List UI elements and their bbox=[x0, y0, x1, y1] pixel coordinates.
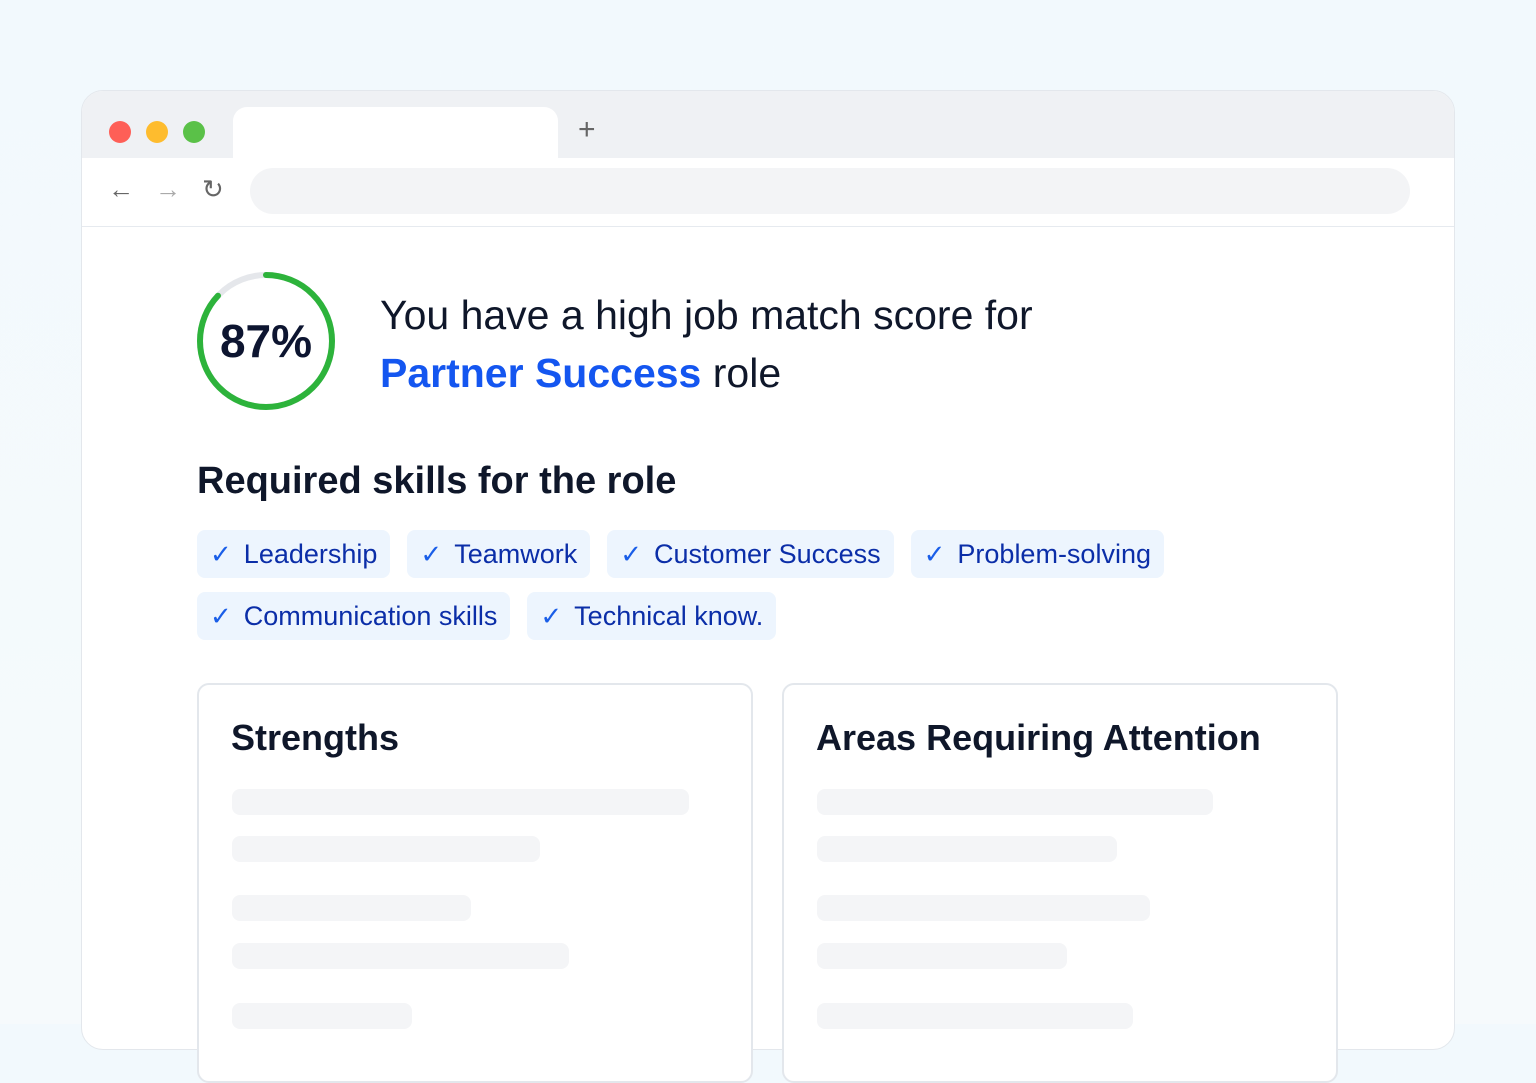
address-bar[interactable] bbox=[250, 168, 1410, 214]
maximize-window-button[interactable] bbox=[183, 121, 205, 143]
match-score-value: 87% bbox=[219, 315, 313, 367]
close-window-button[interactable] bbox=[109, 121, 131, 143]
check-icon: ✓ bbox=[210, 538, 232, 569]
check-icon: ✓ bbox=[923, 538, 946, 569]
skill-label: Leadership bbox=[243, 538, 378, 569]
reload-icon[interactable]: ↻ bbox=[202, 174, 224, 204]
skeleton-line bbox=[817, 1003, 1133, 1029]
role-name: Partner Success bbox=[380, 350, 702, 396]
strengths-card: Strengths bbox=[197, 683, 753, 1083]
role-suffix: role bbox=[712, 350, 782, 396]
skeleton-line bbox=[817, 895, 1150, 921]
skill-chip: ✓ Technical know. bbox=[527, 592, 777, 640]
attention-card: Areas Requiring Attention bbox=[782, 683, 1338, 1083]
check-icon: ✓ bbox=[420, 538, 443, 569]
skill-chip: ✓ Communication skills bbox=[197, 592, 511, 640]
skeleton-line bbox=[817, 789, 1213, 815]
skill-label: Problem-solving bbox=[957, 538, 1151, 569]
new-tab-button[interactable]: + bbox=[578, 113, 596, 146]
skeleton-line bbox=[817, 943, 1067, 969]
match-score-ring bbox=[197, 272, 335, 410]
browser-tab[interactable] bbox=[233, 107, 558, 159]
tab-bar: + bbox=[82, 91, 1454, 159]
skill-chip: ✓ Customer Success bbox=[607, 530, 894, 578]
skills-title: Required skills for the role bbox=[197, 460, 677, 502]
check-icon: ✓ bbox=[210, 600, 232, 631]
check-icon: ✓ bbox=[620, 538, 643, 569]
skeleton-line bbox=[232, 789, 689, 815]
skeleton-line bbox=[232, 836, 540, 862]
skeleton-line bbox=[232, 943, 569, 969]
skill-chip: ✓ Leadership bbox=[197, 530, 391, 578]
skills-list: ✓ Leadership ✓ Teamwork ✓ Customer Success ✓ Pr… bbox=[197, 530, 1257, 640]
forward-arrow-icon[interactable]: → bbox=[155, 174, 181, 204]
skeleton-line bbox=[232, 1003, 412, 1029]
skill-chip: ✓ Teamwork bbox=[407, 530, 591, 578]
match-headline: You have a high job match score for Part… bbox=[380, 286, 1033, 402]
skill-label: Communication skills bbox=[243, 600, 498, 631]
check-icon: ✓ bbox=[540, 600, 563, 631]
headline-prefix: You have a high job match score for bbox=[380, 292, 1033, 338]
skill-label: Teamwork bbox=[454, 538, 578, 569]
skill-label: Technical know. bbox=[574, 600, 764, 631]
skill-chip: ✓ Problem-solving bbox=[910, 530, 1164, 578]
ring-progress bbox=[197, 272, 335, 410]
skill-label: Customer Success bbox=[654, 538, 881, 569]
skeleton-line bbox=[817, 836, 1117, 862]
skeleton-line bbox=[232, 895, 471, 921]
browser-toolbar: ← → ↻ bbox=[82, 158, 1454, 227]
minimize-window-button[interactable] bbox=[146, 121, 168, 143]
strengths-title: Strengths bbox=[231, 717, 400, 758]
attention-title: Areas Requiring Attention bbox=[816, 717, 1261, 758]
back-arrow-icon[interactable]: ← bbox=[108, 174, 134, 204]
